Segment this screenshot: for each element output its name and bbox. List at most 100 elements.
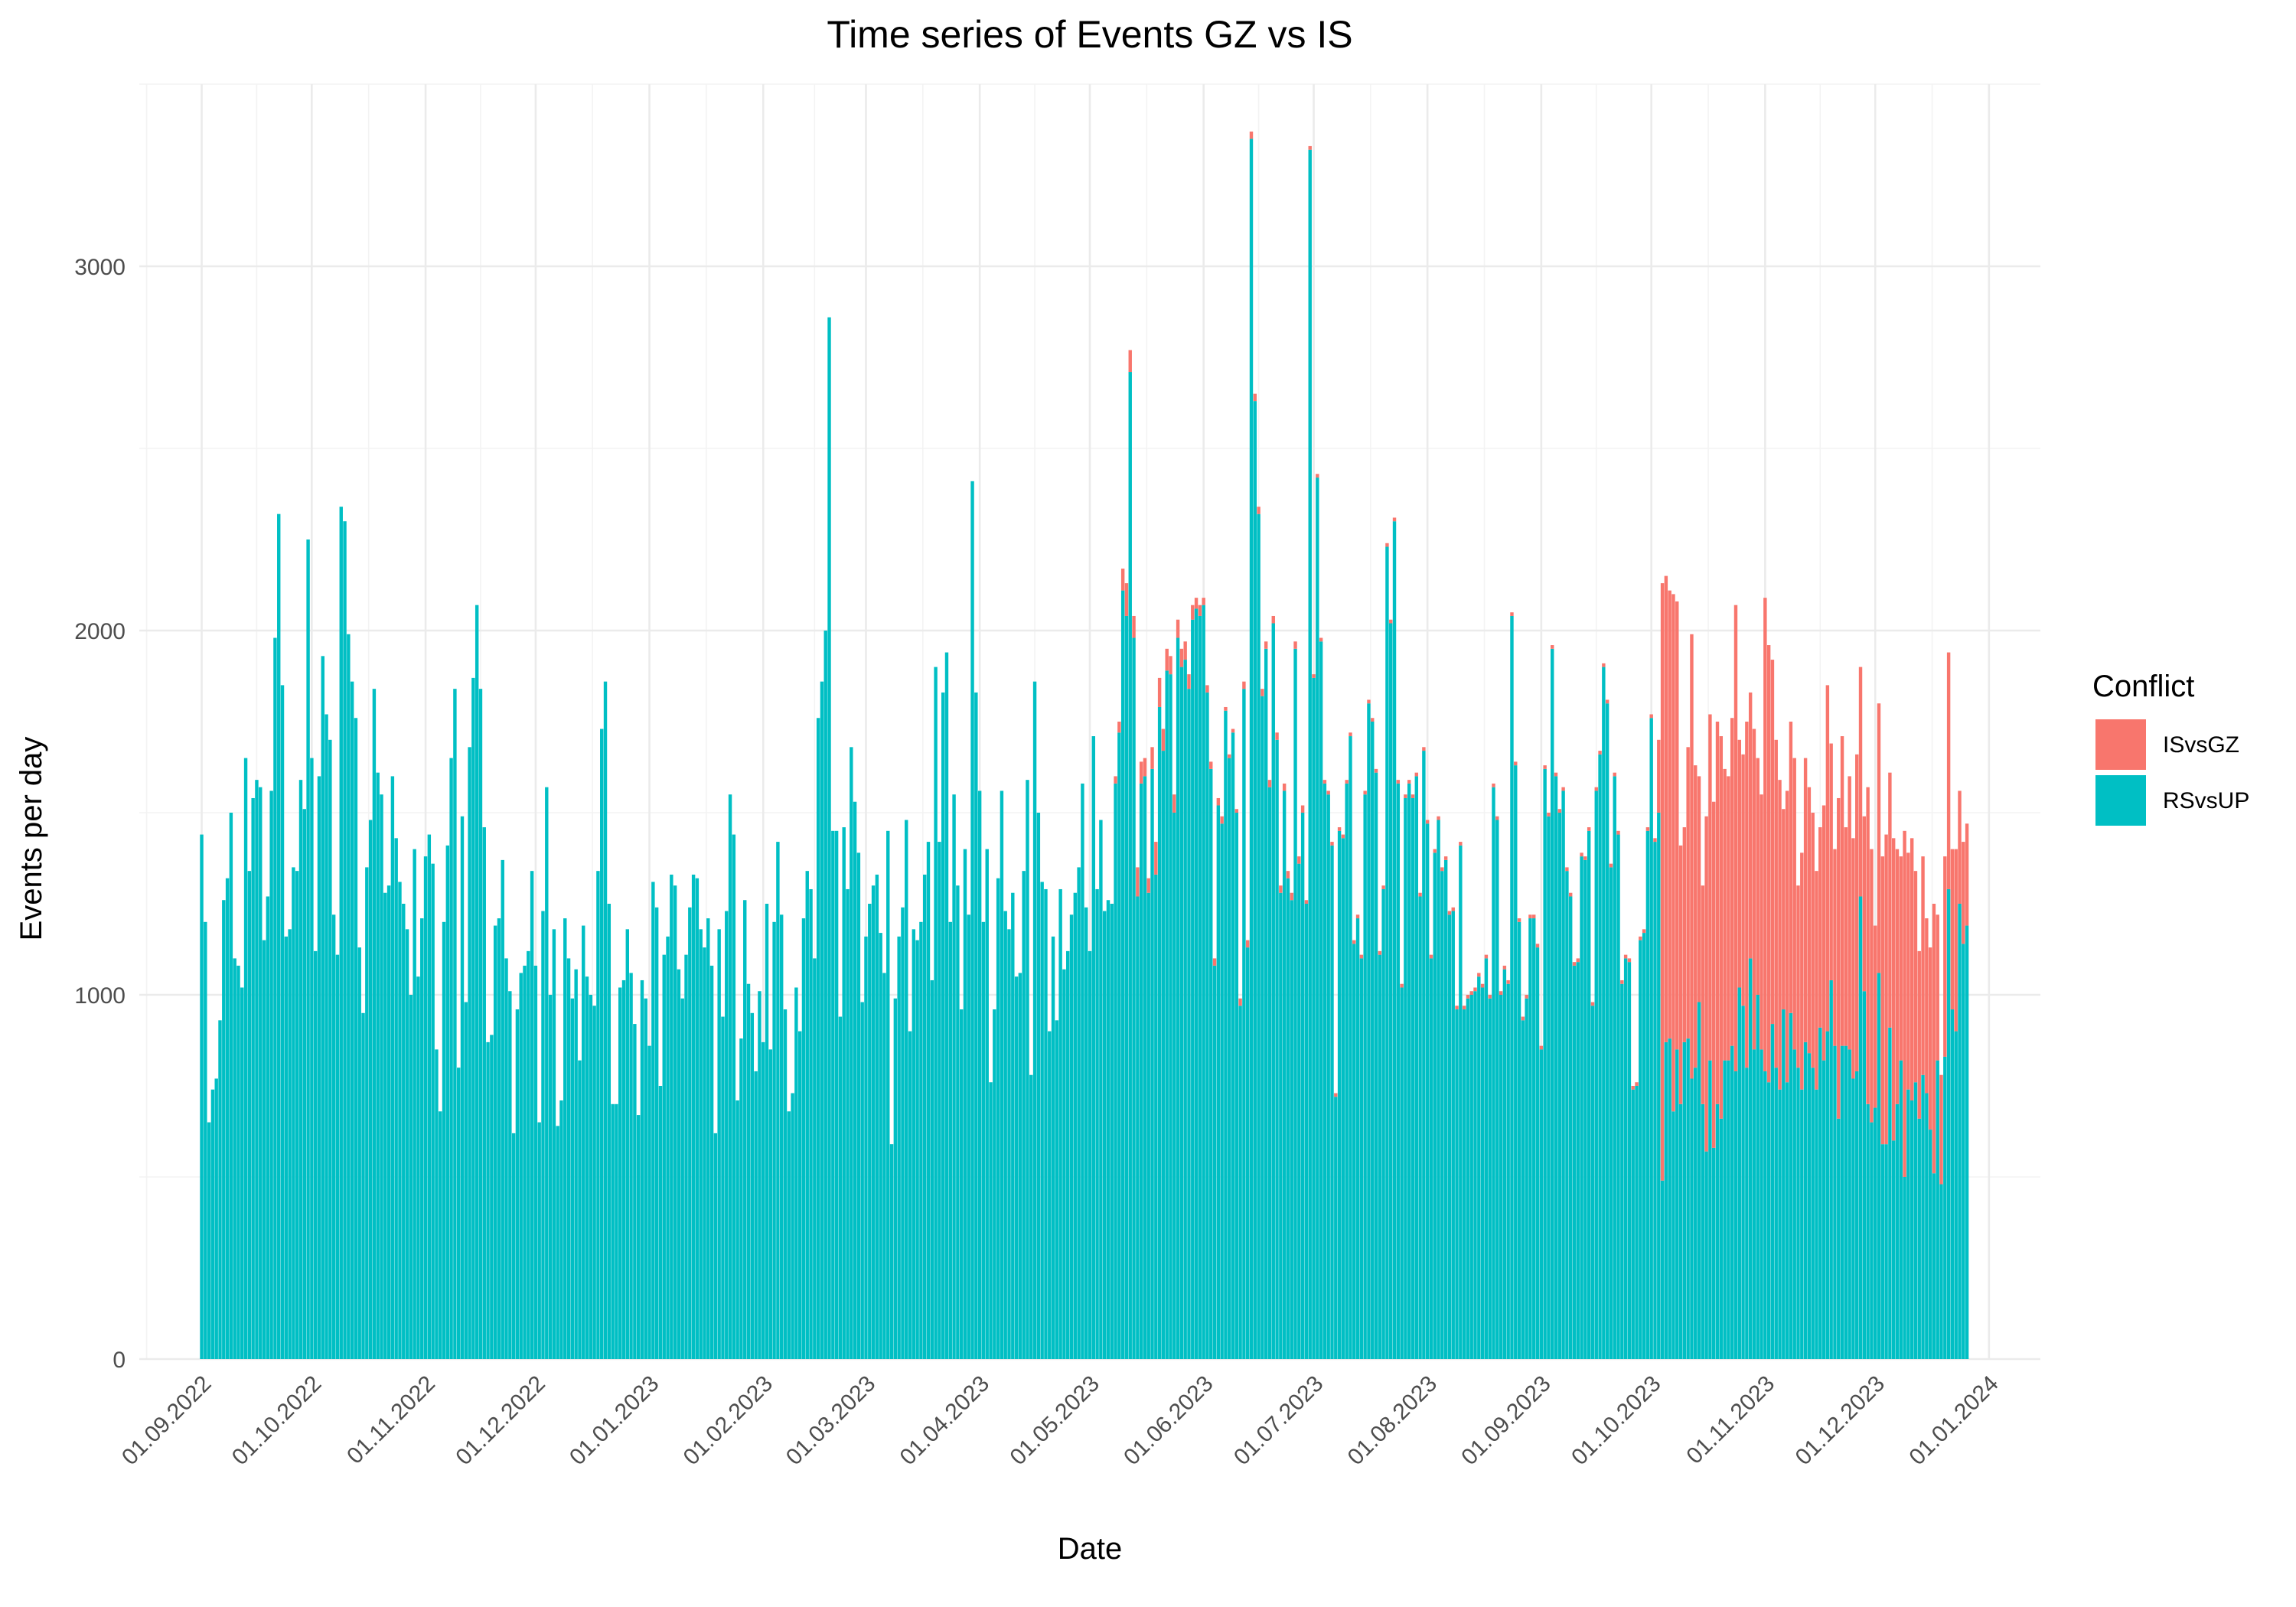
bar-isvsgz [1224, 706, 1228, 711]
bar-rsvsup [210, 1089, 215, 1359]
bar-isvsgz [1829, 743, 1833, 980]
bar-isvsgz [1143, 758, 1147, 777]
bar-rsvsup [310, 758, 314, 1359]
bar-rsvsup [556, 1126, 559, 1359]
bar-isvsgz [1756, 758, 1760, 995]
bar-isvsgz [1502, 965, 1507, 970]
bar-isvsgz [1414, 772, 1418, 777]
bar-isvsgz [1605, 699, 1609, 704]
bar-rsvsup [856, 852, 861, 1359]
bar-isvsgz [1440, 867, 1444, 872]
bar-rsvsup [247, 871, 252, 1359]
x-tick-label: 01.01.2023 [565, 1371, 664, 1471]
bar-isvsgz [1532, 914, 1536, 919]
bar-rsvsup [405, 929, 409, 1359]
bar-rsvsup [533, 965, 538, 1359]
bar-rsvsup [1466, 998, 1470, 1359]
bar-rsvsup [1770, 1024, 1775, 1359]
bar-isvsgz [1620, 980, 1624, 984]
bar-isvsgz [1202, 598, 1205, 605]
bar-rsvsup [1620, 983, 1624, 1359]
y-tick-label: 2000 [74, 619, 126, 644]
bar-rsvsup [1146, 892, 1150, 1359]
bar-rsvsup [1176, 637, 1180, 1359]
bar-rsvsup [1745, 1068, 1749, 1359]
bar-isvsgz [1300, 805, 1305, 813]
bar-isvsgz [1727, 776, 1730, 1061]
bar-isvsgz [1572, 962, 1577, 966]
bar-rsvsup [1124, 615, 1129, 1359]
bar-rsvsup [1609, 867, 1613, 1359]
bar-isvsgz [1671, 594, 1675, 1112]
bar-rsvsup [981, 921, 986, 1359]
bar-isvsgz [1833, 849, 1837, 1046]
bar-isvsgz [1642, 929, 1646, 934]
bar-rsvsup [277, 513, 281, 1360]
bar-isvsgz [1216, 797, 1221, 806]
bar-rsvsup [735, 1100, 739, 1359]
bar-rsvsup [1150, 768, 1154, 1359]
bar-rsvsup [959, 1009, 964, 1359]
bar-isvsgz [1616, 830, 1620, 835]
bar-isvsgz [1290, 892, 1293, 901]
bar-isvsgz [1400, 983, 1404, 988]
bar-rsvsup [750, 1012, 755, 1359]
bar-rsvsup [1877, 973, 1881, 1359]
bar-rsvsup [1088, 950, 1092, 1359]
bar-rsvsup [1154, 874, 1158, 1359]
bar-rsvsup [1187, 689, 1191, 1359]
bar-rsvsup [1913, 1082, 1918, 1359]
bar-rsvsup [339, 507, 343, 1360]
bar-rsvsup [1234, 813, 1239, 1359]
bar-rsvsup [1224, 710, 1228, 1359]
bar-rsvsup [1763, 1071, 1767, 1359]
bar-isvsgz [1337, 827, 1342, 831]
bar-isvsgz [1789, 722, 1793, 1013]
bar-rsvsup [478, 689, 483, 1359]
bar-isvsgz [1282, 783, 1287, 791]
bar-rsvsup [240, 987, 244, 1359]
bar-rsvsup [1300, 813, 1305, 1359]
bar-rsvsup [578, 1060, 582, 1359]
bar-isvsgz [1378, 950, 1382, 955]
bar-rsvsup [266, 896, 270, 1359]
bar-rsvsup [1245, 947, 1250, 1359]
bar-rsvsup [1811, 1068, 1815, 1359]
bar-rsvsup [1899, 1060, 1903, 1359]
bar-rsvsup [1943, 1056, 1947, 1359]
bar-isvsgz [1587, 827, 1591, 831]
bar-rsvsup [864, 936, 868, 1359]
bar-rsvsup [985, 849, 989, 1359]
bar-rsvsup [1675, 1049, 1679, 1359]
bar-isvsgz [1249, 131, 1254, 139]
bar-rsvsup [1165, 670, 1169, 1359]
bar-rsvsup [1962, 944, 1965, 1359]
bar-rsvsup [754, 1071, 758, 1359]
bar-rsvsup [1447, 914, 1452, 1359]
bar-rsvsup [805, 871, 809, 1359]
bar-isvsgz [1682, 827, 1687, 1042]
bar-rsvsup [762, 1041, 765, 1359]
bar-rsvsup [886, 830, 890, 1359]
bar-rsvsup [1678, 1103, 1683, 1359]
bar-rsvsup [611, 1103, 615, 1359]
bar-rsvsup [1499, 995, 1503, 1359]
bar-rsvsup [1557, 813, 1562, 1359]
bar-rsvsup [589, 995, 593, 1359]
bar-rsvsup [541, 911, 545, 1359]
bar-rsvsup [875, 874, 879, 1359]
bar-isvsgz [1580, 852, 1583, 857]
bar-rsvsup [1939, 1184, 1943, 1359]
bar-isvsgz [1267, 780, 1272, 787]
bar-isvsgz [1150, 747, 1154, 769]
bar-rsvsup [1099, 820, 1103, 1359]
bar-isvsgz [1212, 958, 1217, 966]
x-tick-label: 01.05.2023 [1005, 1371, 1104, 1471]
bar-rsvsup [570, 998, 575, 1359]
bar-isvsgz [1660, 583, 1665, 1181]
bar-rsvsup [1825, 1031, 1830, 1359]
bar-rsvsup [1884, 1144, 1888, 1359]
bar-rsvsup [1172, 813, 1176, 1359]
chart-title: Time series of Events GZ vs IS [827, 13, 1352, 56]
